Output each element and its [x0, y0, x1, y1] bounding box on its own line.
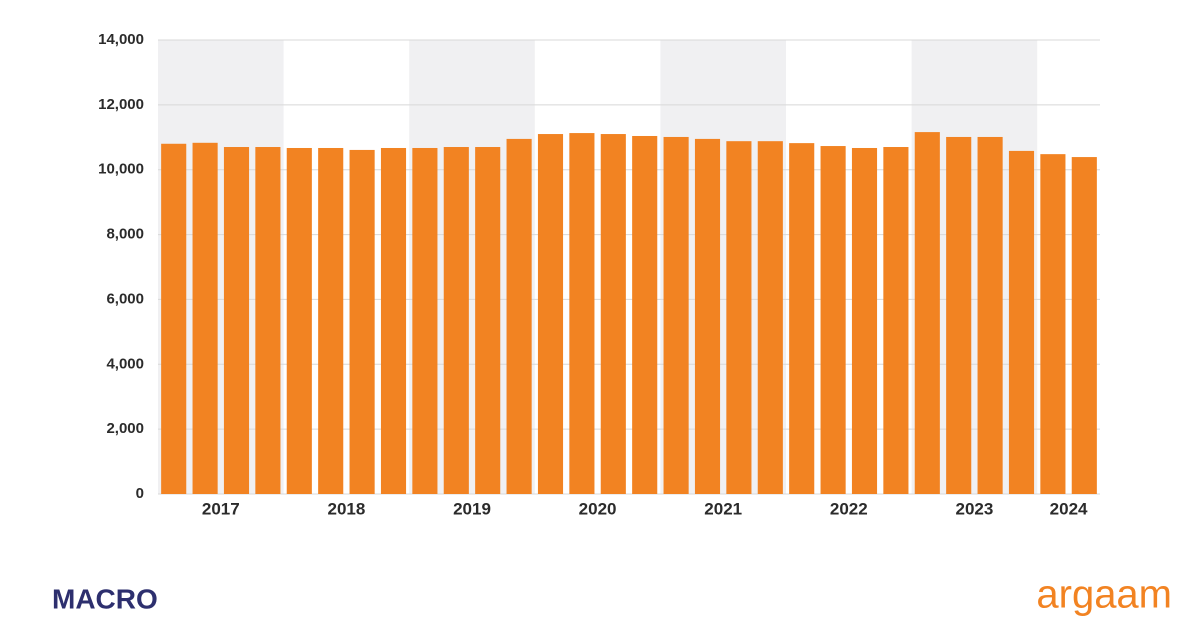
bar — [255, 147, 281, 494]
y-tick-label: 0 — [136, 485, 144, 502]
y-tick-label: 14,000 — [98, 31, 144, 48]
bar — [632, 135, 658, 494]
bar — [412, 147, 438, 495]
bar — [443, 147, 469, 494]
x-tick-label: 2020 — [579, 499, 617, 518]
bar — [161, 143, 187, 494]
bar — [192, 142, 218, 494]
y-tick-label: 4,000 — [106, 355, 144, 372]
bar — [914, 132, 940, 494]
x-tick-label: 2021 — [704, 499, 742, 518]
bar — [286, 147, 312, 495]
bar — [475, 147, 501, 494]
bar — [851, 147, 878, 495]
logo-argaam: argaam — [1036, 573, 1172, 617]
x-tick-label: 2023 — [955, 499, 993, 518]
y-tick-label: 10,000 — [98, 161, 144, 178]
bar — [1071, 157, 1097, 494]
bar — [349, 149, 375, 494]
bar — [946, 136, 972, 494]
x-tick-label: 2019 — [453, 499, 491, 518]
x-tick-label: 2018 — [327, 499, 365, 518]
bar — [380, 147, 407, 495]
y-tick-label: 6,000 — [106, 290, 144, 307]
y-tick-label: 2,000 — [106, 420, 144, 437]
bar — [789, 143, 815, 494]
bar — [757, 141, 783, 495]
bar — [694, 138, 721, 494]
bar — [663, 136, 689, 494]
bar — [1040, 154, 1066, 495]
bar — [977, 136, 1003, 494]
bar — [506, 138, 532, 494]
bar — [569, 133, 595, 494]
bar — [600, 134, 626, 495]
bar — [537, 134, 564, 495]
y-tick-label: 12,000 — [98, 96, 144, 113]
x-tick-label: 2022 — [830, 499, 868, 518]
x-tick-label: 2017 — [202, 499, 240, 518]
bar — [318, 147, 344, 495]
logo-macro: MACRO — [52, 583, 158, 614]
bar — [223, 147, 250, 494]
bar — [726, 141, 752, 495]
bar — [883, 147, 909, 494]
bar — [1008, 150, 1035, 495]
y-tick-label: 8,000 — [106, 226, 144, 243]
x-tick-label: 2024 — [1050, 499, 1088, 518]
bar — [820, 146, 846, 494]
